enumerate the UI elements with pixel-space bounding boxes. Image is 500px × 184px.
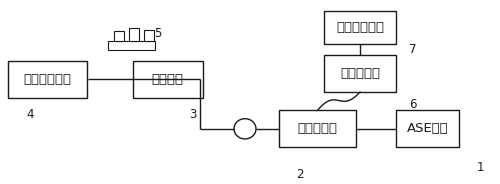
Bar xyxy=(279,110,356,147)
Text: 光电转换器: 光电转换器 xyxy=(340,67,380,80)
Ellipse shape xyxy=(234,119,256,139)
Bar xyxy=(108,41,155,50)
Bar xyxy=(144,30,154,41)
Text: 7: 7 xyxy=(409,43,416,56)
Bar xyxy=(324,55,396,92)
Text: 5: 5 xyxy=(154,27,161,40)
Text: 信号处理模块: 信号处理模块 xyxy=(336,21,384,34)
Text: 1: 1 xyxy=(476,161,484,174)
Text: 2: 2 xyxy=(296,168,304,181)
Text: 光纤耦合器: 光纤耦合器 xyxy=(298,122,338,135)
Bar xyxy=(132,61,202,98)
Text: 待测磁场模块: 待测磁场模块 xyxy=(24,73,72,86)
Text: 3: 3 xyxy=(189,108,196,121)
Text: 传感单元: 传感单元 xyxy=(152,73,184,86)
Text: 6: 6 xyxy=(409,98,416,111)
Bar xyxy=(114,31,124,41)
Bar xyxy=(129,28,139,41)
Text: ASE光源: ASE光源 xyxy=(406,122,449,135)
Bar xyxy=(324,11,396,44)
Text: 4: 4 xyxy=(26,108,34,121)
Bar xyxy=(396,110,459,147)
Bar xyxy=(8,61,87,98)
